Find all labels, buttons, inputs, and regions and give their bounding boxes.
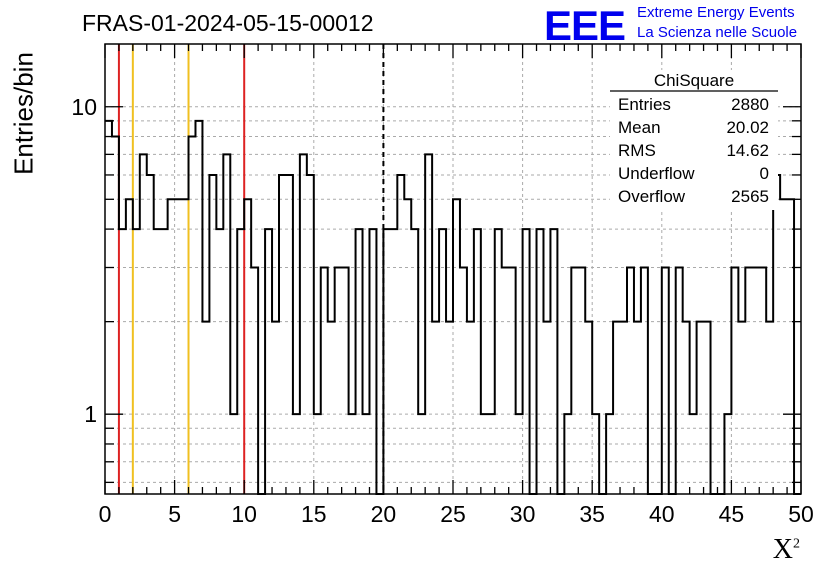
x-tick-label: 30 — [510, 501, 536, 527]
x-axis-label: X2 — [773, 534, 800, 566]
stats-label-overflow: Overflow — [618, 187, 686, 206]
stats-value-underflow: 0 — [760, 164, 769, 183]
stats-label-underflow: Underflow — [618, 164, 695, 183]
x-tick-label: 35 — [579, 501, 605, 527]
eee-logo: EEE — [544, 2, 626, 49]
stats-value-mean: 20.02 — [726, 118, 769, 137]
x-tick-label: 45 — [719, 501, 745, 527]
logo-line-1: Extreme Energy Events — [637, 4, 795, 21]
x-tick-label: 10 — [231, 501, 257, 527]
stats-label-mean: Mean — [618, 118, 661, 137]
y-axis-label: Entries/bin — [8, 52, 39, 175]
stats-value-entries: 2880 — [731, 95, 769, 114]
logo-line-2: La Scienza nelle Scuole — [637, 24, 798, 41]
x-tick-label: 25 — [440, 501, 466, 527]
y-tick-label: 1 — [84, 401, 97, 427]
x-tick-label: 15 — [301, 501, 327, 527]
stats-value-overflow: 2565 — [731, 187, 769, 206]
y-tick-label: 10 — [71, 94, 97, 120]
stats-box-title: ChiSquare — [654, 71, 734, 90]
x-tick-label: 20 — [371, 501, 397, 527]
stats-value-rms: 14.62 — [726, 141, 769, 160]
stats-label-entries: Entries — [618, 95, 671, 114]
x-tick-label: 5 — [168, 501, 181, 527]
x-tick-labels: 0 5 10 15 20 25 30 35 40 45 50 — [99, 501, 814, 527]
x-tick-label: 0 — [99, 501, 112, 527]
chart-title: FRAS-01-2024-05-15-00012 — [82, 10, 374, 36]
axis-ticks — [104, 44, 802, 494]
x-tick-label: 40 — [649, 501, 675, 527]
stats-box-background — [610, 70, 778, 210]
y-tick-labels: 1 10 — [71, 94, 97, 427]
histogram-line — [105, 119, 801, 495]
reference-lines — [117, 44, 385, 494]
x-axis-label-exponent: 2 — [793, 536, 800, 552]
stats-label-rms: RMS — [618, 141, 656, 160]
x-axis-label-base: X — [772, 534, 793, 565]
stats-box: ChiSquare Entries 2880 Mean 20.02 RMS 14… — [610, 70, 778, 210]
x-tick-label: 50 — [788, 501, 814, 527]
